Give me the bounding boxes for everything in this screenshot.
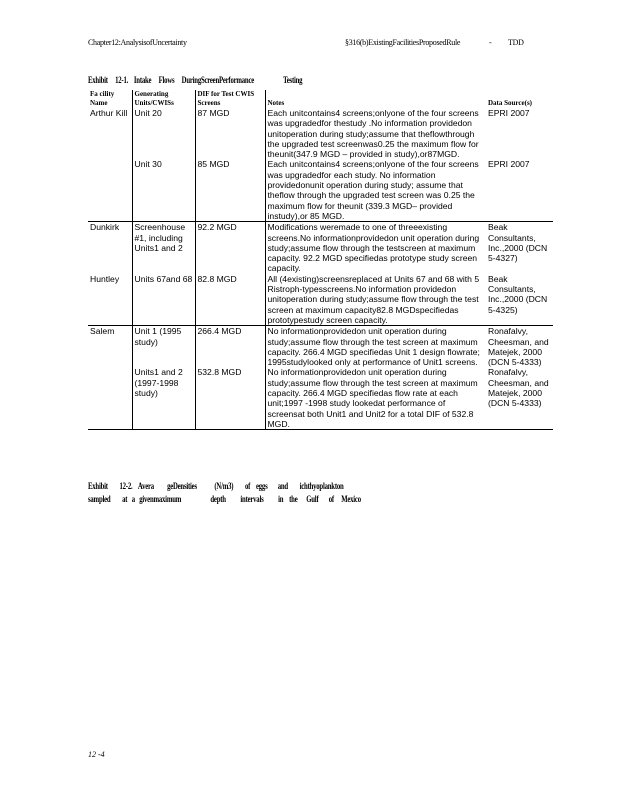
notes-cell: All (4existing)screensreplaced at Units …: [264, 273, 486, 327]
facility-cell: Salem: [90, 326, 115, 337]
dif-cell: 85 MGD: [194, 159, 265, 223]
header-tag: TDD: [508, 38, 524, 47]
header-dash: -: [489, 38, 492, 47]
table-row: Arthur Kill Unit 20 87 MGD Each unitcontain…: [88, 108, 553, 160]
source-cell: Beak Consultants, Inc.,2000 (DCN 5-4325): [486, 273, 553, 327]
table-row: Unit 30 85 MGD Each unitcontains4 screens;…: [88, 159, 553, 223]
dif-cell: 266.4 MGD: [194, 325, 265, 368]
dif-cell: 87 MGD: [194, 108, 265, 160]
exhibit-2-title-line2: sampled at a givenmaximum depth interval…: [88, 494, 361, 504]
col-header: Fa cility Name: [90, 90, 115, 107]
source-cell: EPRI 2007: [488, 108, 530, 118]
table-row: Huntley Units 67and 68 82.8 MGD All (4exist…: [88, 273, 553, 327]
exhibit-1-title: Exhibit 12-1. Intake Flows DuringScreenP…: [88, 75, 303, 85]
source-cell: Ronafalvy, Cheesman, and Matejek, 2000 (…: [486, 367, 553, 431]
facility-cell: Dunkirk: [90, 222, 120, 233]
col-header: Notes: [264, 90, 486, 108]
exhibit-2-title-line1: Exhibit 12-2. Avera geDensities (N/m3) o…: [88, 481, 344, 491]
facility-cell: [88, 159, 132, 223]
source-cell: Ronafalvy, Cheesman, and Matejek, 2000 (…: [488, 326, 549, 368]
notes-cell: Each unitcontains4 screens;onlyone of th…: [264, 159, 486, 223]
facility-cell: Arthur Kill: [90, 108, 128, 118]
notes-cell: No informationprovidedon unit operation …: [264, 367, 486, 431]
dif-cell: 82.8 MGD: [194, 273, 265, 327]
notes-cell: Modifications weremade to one of threeex…: [264, 221, 486, 274]
notes-cell: Each unitcontains4 screens;onlyone of th…: [264, 108, 486, 160]
unit-cell: Units1 and 2 (1997-1998 study): [131, 367, 195, 431]
unit-cell: Units 67and 68: [131, 273, 195, 327]
source-cell: EPRI 2007: [486, 159, 553, 223]
chapter-header: Chapter12:AnalysisofUncertainty: [88, 38, 187, 47]
notes-cell: No informationprovidedon unit operation …: [264, 325, 486, 368]
unit-cell: Unit 30: [131, 159, 195, 223]
table-header-row: Fa cility Name Generating Units/CWISs DI…: [88, 90, 553, 108]
col-header: Data Source(s): [488, 99, 533, 107]
page-number: 12 -4: [88, 750, 105, 759]
col-header: Generating Units/CWISs: [131, 90, 195, 108]
table-row: Salem Unit 1 (1995 study) 266.4 MGD No info…: [88, 325, 553, 368]
rule-header: §316(b)ExistingFacilitiesProposedRule: [345, 38, 461, 47]
table-row: Dunkirk Screenhouse #1, including Units1 …: [88, 221, 553, 274]
facility-cell: [88, 367, 132, 431]
col-header: DIF for Test CWIS Screens: [194, 90, 265, 108]
unit-cell: Unit 1 (1995 study): [131, 325, 195, 368]
dif-cell: 532.8 MGD: [194, 367, 265, 431]
source-cell: Beak Consultants, Inc.,2000 (DCN 5-4327): [488, 222, 548, 264]
dif-cell: 92.2 MGD: [194, 221, 265, 274]
unit-cell: Screenhouse #1, including Units1 and 2: [131, 221, 195, 274]
unit-cell: Unit 20: [131, 108, 195, 160]
facility-cell: Huntley: [88, 273, 132, 327]
table-row: Units1 and 2 (1997-1998 study) 532.8 MGD N…: [88, 367, 553, 431]
intake-flows-table: Fa cility Name Generating Units/CWISs DI…: [88, 90, 553, 431]
